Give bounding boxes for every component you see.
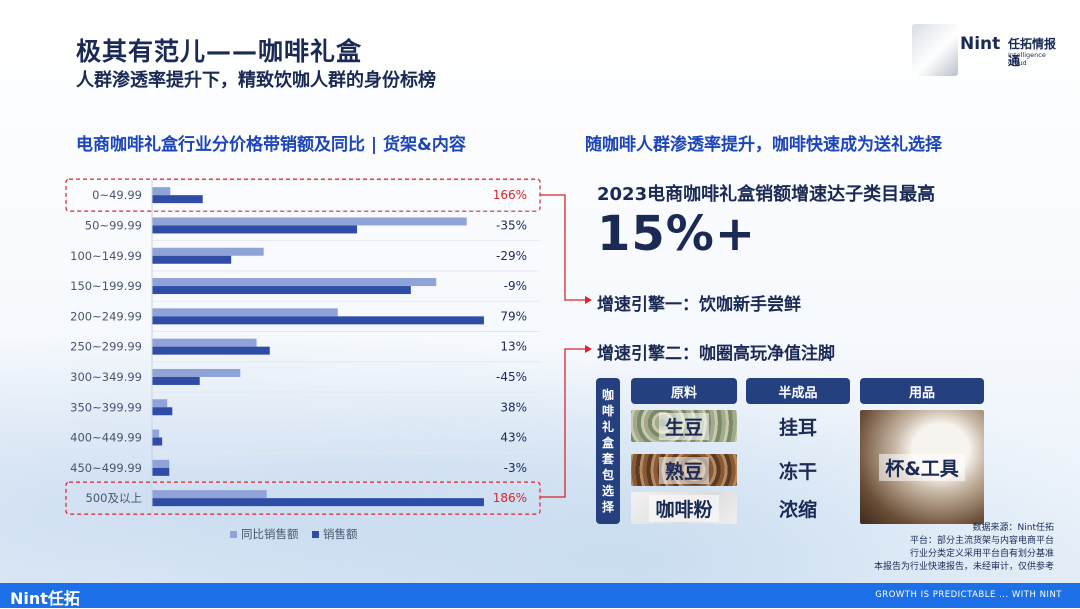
bar-sales: [152, 498, 484, 507]
vertical-char: 套: [601, 452, 614, 466]
source-notes: 数据来源：Nint任拓 平台：部分主流货架与内容电商平台 行业分类定义采用平台自…: [874, 522, 1054, 574]
tools-cell: 杯&工具: [860, 410, 984, 524]
vertical-char: 礼: [601, 420, 614, 434]
legend-swatch: [230, 531, 237, 538]
bar-sales: [152, 407, 173, 416]
growth-engine-two: 增速引擎二：咖圈高玩净值注脚: [597, 344, 835, 364]
bar-sales: [152, 255, 232, 264]
vertical-char: 啡: [601, 404, 614, 418]
bar-yoy: [152, 429, 160, 438]
arrow-head: [585, 345, 592, 353]
bar-sales: [152, 316, 484, 325]
category-label: 500及以上: [86, 491, 142, 505]
category-label: 150~199.99: [70, 279, 142, 293]
bar-yoy: [152, 338, 257, 347]
footer-slogan: GROWTH IS PREDICTABLE ... WITH NINT: [875, 590, 1062, 600]
raw-coffee-powder: 咖啡粉: [631, 492, 737, 524]
insight-section-title: 随咖啡人群渗透率提升，咖啡快速成为送礼选择: [585, 135, 942, 155]
legend-label: 销售额: [323, 527, 358, 541]
growth-label: -35%: [496, 218, 527, 232]
growth-label: 79%: [500, 309, 527, 323]
growth-label: 13%: [500, 340, 527, 354]
growth-label: 38%: [500, 400, 527, 414]
page-subtitle: 人群渗透率提升下，精致饮咖人群的身份标榜: [76, 70, 436, 91]
chart-section-title: 电商咖啡礼盒行业分价格带销额及同比 | 货架&内容: [76, 135, 466, 155]
semi-concentrate: 浓缩: [778, 498, 817, 521]
raw-label: 熟豆: [658, 456, 709, 484]
source-line: 平台：部分主流货架与内容电商平台: [909, 536, 1054, 546]
price-band-bar-chart: 0~49.99 166% 50~99.99 -35% 100~149.99 -29% 150…: [65, 178, 541, 541]
bar-sales: [152, 437, 163, 446]
logo-name: Nint: [960, 34, 1001, 54]
bar-yoy: [152, 368, 241, 377]
bar-yoy: [152, 217, 467, 226]
logo-en: Intelligence Cloud: [1008, 51, 1046, 67]
vertical-char: 包: [601, 468, 614, 482]
nint-logo: Nint 任拓情报通 Intelligence Cloud: [912, 24, 1064, 76]
source-line: 数据来源：Nint任拓: [972, 523, 1054, 533]
growth-label: 166%: [493, 188, 527, 202]
highlight-value: 15%+: [597, 206, 757, 262]
raw-label: 咖啡粉: [649, 494, 719, 522]
bar-sales: [152, 195, 203, 204]
bar-yoy: [152, 278, 437, 287]
bar-sales: [152, 376, 200, 385]
vertical-char: 择: [601, 500, 614, 514]
growth-label: -9%: [504, 279, 527, 293]
bar-sales: [152, 346, 270, 355]
category-label: 400~449.99: [70, 431, 142, 445]
category-label: 450~499.99: [70, 461, 142, 475]
growth-label: 43%: [500, 431, 527, 445]
category-label: 300~349.99: [70, 370, 142, 384]
growth-label: -29%: [496, 249, 527, 263]
raw-roasted-beans: 熟豆: [631, 454, 737, 486]
raw-green-beans: 生豆: [631, 410, 737, 442]
bar-yoy: [152, 490, 267, 499]
category-label: 250~299.99: [70, 340, 142, 354]
bar-sales: [152, 286, 411, 295]
footer-bar: Nint任拓 GROWTH IS PREDICTABLE ... WITH NI…: [0, 583, 1080, 608]
gift-box-vertical-label: 咖 啡 礼 盒 套 包 选 择: [596, 378, 620, 524]
source-line: 行业分类定义采用平台自有划分基准: [909, 549, 1054, 559]
category-label: 100~149.99: [70, 249, 142, 263]
semi-drip-bag: 挂耳: [778, 416, 817, 439]
category-label: 200~249.99: [70, 309, 142, 323]
page-title: 极其有范儿——咖啡礼盒: [76, 37, 363, 66]
tools-label: 杯&工具: [879, 453, 965, 481]
bar-sales: [152, 225, 358, 234]
arrow-head: [585, 296, 592, 304]
column-header-raw: 原料: [631, 378, 737, 404]
legend-swatch: [312, 531, 319, 538]
growth-engine-one: 增速引擎一：饮咖新手尝鲜: [597, 295, 801, 315]
growth-label: -3%: [504, 461, 527, 475]
logo-paper-graphic: [912, 24, 958, 76]
bar-yoy: [152, 247, 264, 256]
growth-label: 186%: [493, 491, 527, 505]
bar-yoy: [152, 459, 170, 468]
column-header-tools: 用品: [860, 378, 984, 404]
vertical-char: 盒: [601, 436, 614, 450]
category-label: 50~99.99: [85, 218, 142, 232]
logo-cn: 任拓情报通: [1008, 37, 1057, 68]
footer-brand: Nint任拓: [10, 589, 80, 608]
vertical-char: 选: [601, 484, 614, 498]
legend-label: 同比销售额: [241, 527, 299, 541]
vertical-char: 咖: [601, 388, 614, 402]
bar-sales: [152, 467, 170, 476]
growth-label: -45%: [496, 370, 527, 384]
column-header-semi: 半成品: [746, 378, 850, 404]
bar-yoy: [152, 399, 168, 408]
bar-yoy: [152, 308, 338, 317]
source-line: 本报告为行业快速报告，未经审计，仅供参考: [873, 562, 1054, 572]
bar-yoy: [152, 187, 171, 196]
semi-freeze-dried: 冻干: [778, 460, 817, 483]
category-label: 350~399.99: [70, 400, 142, 414]
category-label: 0~49.99: [92, 188, 142, 202]
raw-label: 生豆: [658, 412, 709, 440]
highlight-title: 2023电商咖啡礼盒销额增速达子类目最高: [597, 184, 936, 205]
highlight-box: [65, 481, 541, 515]
